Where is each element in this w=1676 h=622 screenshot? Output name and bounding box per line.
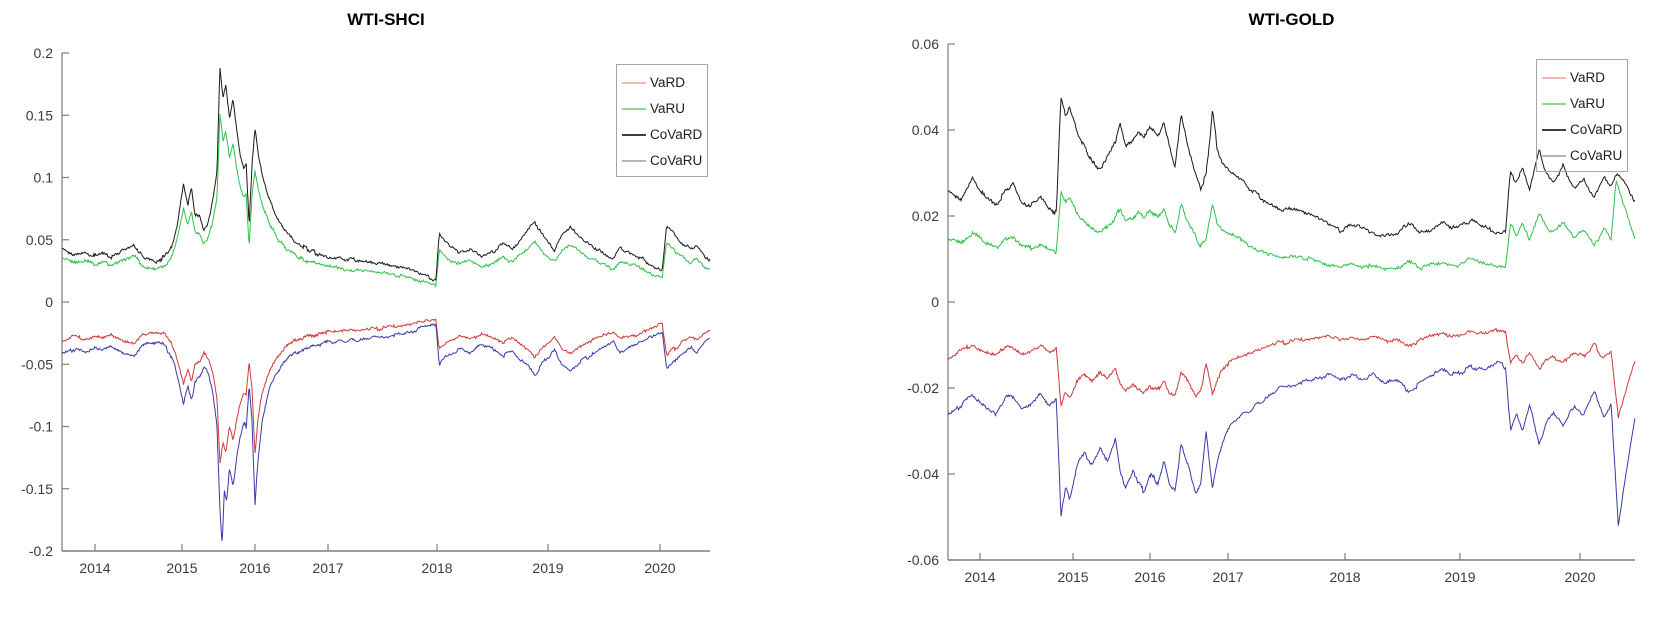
svg-text:2020: 2020 [1564,569,1595,585]
svg-text:0.02: 0.02 [912,208,939,224]
legend-item: CoVaRD [1542,117,1627,143]
svg-text:0.05: 0.05 [26,232,53,248]
svg-text:2019: 2019 [532,560,563,576]
legend-wti-shci: VaRD VaRU CoVaRD CoVaRU [616,64,708,177]
legend-line-sample-vard [1542,77,1566,79]
legend-item-label: VaRU [650,101,686,117]
legend-line-sample-covaru [622,160,646,162]
svg-text:-0.04: -0.04 [907,466,939,482]
svg-text:-0.06: -0.06 [907,552,939,568]
svg-text:-0.2: -0.2 [29,543,53,559]
chart-title-wti-shci: WTI-SHCI [347,10,425,29]
svg-text:0.04: 0.04 [912,122,939,138]
legend-item: VaRD [622,70,707,96]
svg-text:2014: 2014 [964,569,995,585]
legend-item: CoVaRD [622,122,707,148]
legend-item-label: CoVaRD [650,127,703,143]
legend-item-label: VaRD [1570,70,1606,86]
svg-text:0: 0 [45,294,53,310]
legend-item: VaRU [1542,91,1627,117]
svg-text:2015: 2015 [1057,569,1088,585]
legend-line-sample-covard [622,134,646,136]
legend-item: CoVaRU [1542,143,1627,169]
svg-text:-0.15: -0.15 [21,481,53,497]
svg-text:0.1: 0.1 [34,170,54,186]
svg-text:2015: 2015 [166,560,197,576]
legend-line-sample-varu [1542,103,1566,105]
svg-text:2018: 2018 [421,560,452,576]
svg-text:2016: 2016 [239,560,270,576]
svg-text:2016: 2016 [1134,569,1165,585]
legend-line-sample-vard [622,82,646,84]
svg-text:0.06: 0.06 [912,36,939,52]
svg-text:2017: 2017 [1212,569,1243,585]
svg-text:2019: 2019 [1444,569,1475,585]
svg-text:-0.02: -0.02 [907,380,939,396]
chart-title-wti-gold: WTI-GOLD [1248,10,1335,29]
legend-item-label: VaRU [1570,96,1606,112]
svg-text:2018: 2018 [1329,569,1360,585]
legend-item-label: CoVaRU [650,153,703,169]
svg-text:0: 0 [931,294,939,310]
legend-line-sample-covard [1542,129,1566,131]
svg-text:-0.05: -0.05 [21,356,53,372]
legend-item-label: CoVaRD [1570,122,1623,138]
legend-item: VaRU [622,96,707,122]
svg-text:2020: 2020 [644,560,675,576]
legend-wti-gold: VaRD VaRU CoVaRD CoVaRU [1536,59,1628,172]
svg-text:-0.1: -0.1 [29,419,53,435]
legend-item-label: VaRD [650,75,686,91]
svg-text:0.2: 0.2 [34,45,54,61]
svg-text:2014: 2014 [79,560,110,576]
legend-line-sample-varu [622,108,646,110]
legend-item: CoVaRU [622,148,707,174]
svg-text:0.15: 0.15 [26,107,53,123]
legend-item: VaRD [1542,65,1627,91]
legend-line-sample-covaru [1542,155,1566,157]
svg-text:2017: 2017 [312,560,343,576]
legend-item-label: CoVaRU [1570,148,1623,164]
